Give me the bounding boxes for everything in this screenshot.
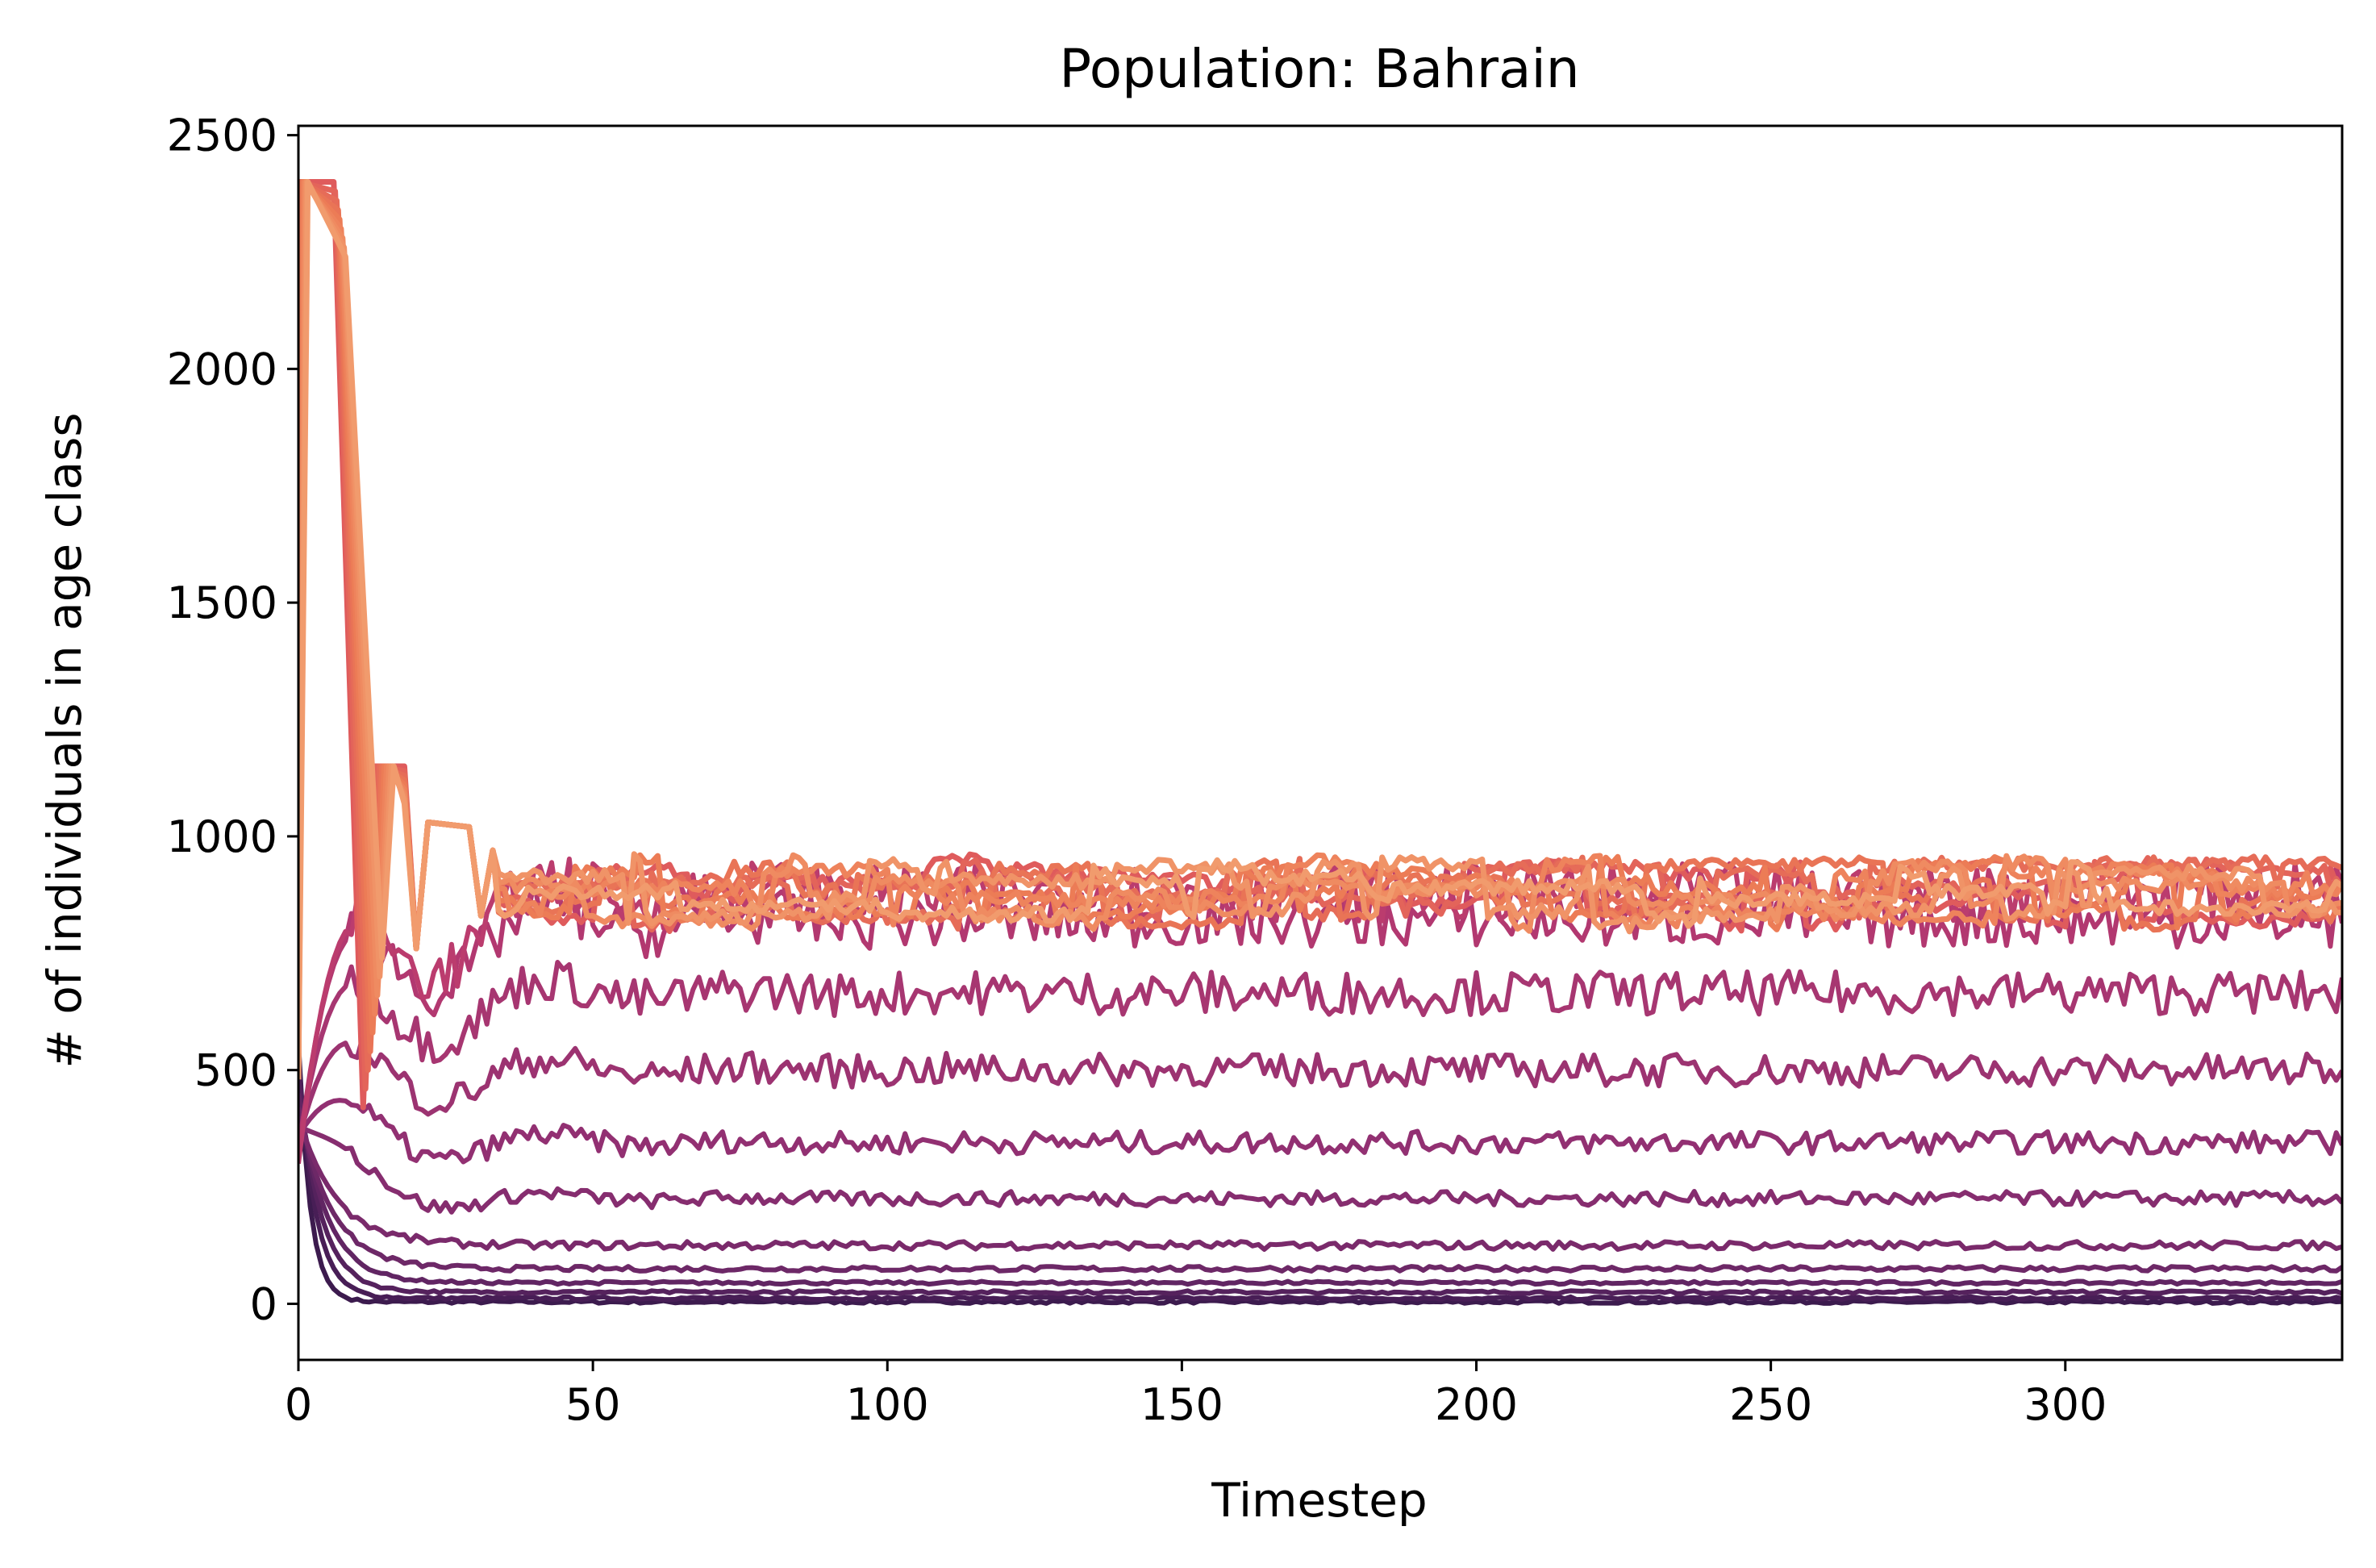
series-line-age-class-8 <box>298 1032 2342 1141</box>
series-line-old-age-class-8 <box>298 179 2342 1080</box>
x-tick-label: 150 <box>1140 1379 1223 1430</box>
series-line-age-class-2 <box>298 1078 2342 1296</box>
series-line-old-age-class-7 <box>298 179 2342 1075</box>
series-line-age-class-9 <box>298 960 2342 1145</box>
x-axis: 0 50 100 150 200 250 300 <box>285 1360 2107 1430</box>
series-line-age-class-4 <box>298 1107 2342 1274</box>
series-line-old-age-class-0 <box>298 179 2342 1111</box>
axes-frame <box>297 124 2344 1362</box>
x-tick-label: 0 <box>285 1379 312 1430</box>
series-line-old-age-class-1 <box>298 179 2342 1092</box>
series-line-age-class-5 <box>298 1116 2342 1253</box>
y-tick-label: 1500 <box>167 578 277 628</box>
x-tick-label: 300 <box>2024 1379 2107 1430</box>
series-line-age-class-6 <box>298 1124 2342 1215</box>
x-tick-label: 100 <box>846 1379 929 1430</box>
y-tick-label: 1000 <box>167 811 277 862</box>
plot-area <box>298 179 2342 1306</box>
series-line-age-class-7 <box>298 1098 2342 1165</box>
series-line-age-class-0 <box>298 1041 2342 1306</box>
y-axis: 0 500 1000 1500 2000 2500 <box>167 111 298 1329</box>
series-line-age-class-3 <box>298 1093 2342 1287</box>
y-tick-label: 500 <box>194 1045 277 1096</box>
x-axis-label: Timestep <box>1211 1473 1427 1528</box>
y-tick-label: 0 <box>250 1278 277 1329</box>
x-tick-label: 200 <box>1435 1379 1518 1430</box>
series-line-age-class-1 <box>298 1060 2342 1303</box>
y-tick-label: 2500 <box>167 111 277 161</box>
chart-title: Population: Bahrain <box>1059 38 1579 100</box>
y-tick-label: 2000 <box>167 344 277 394</box>
x-tick-label: 250 <box>1729 1379 1812 1430</box>
y-axis-label: # of individuals in age class <box>37 412 92 1068</box>
x-tick-label: 50 <box>565 1379 621 1430</box>
